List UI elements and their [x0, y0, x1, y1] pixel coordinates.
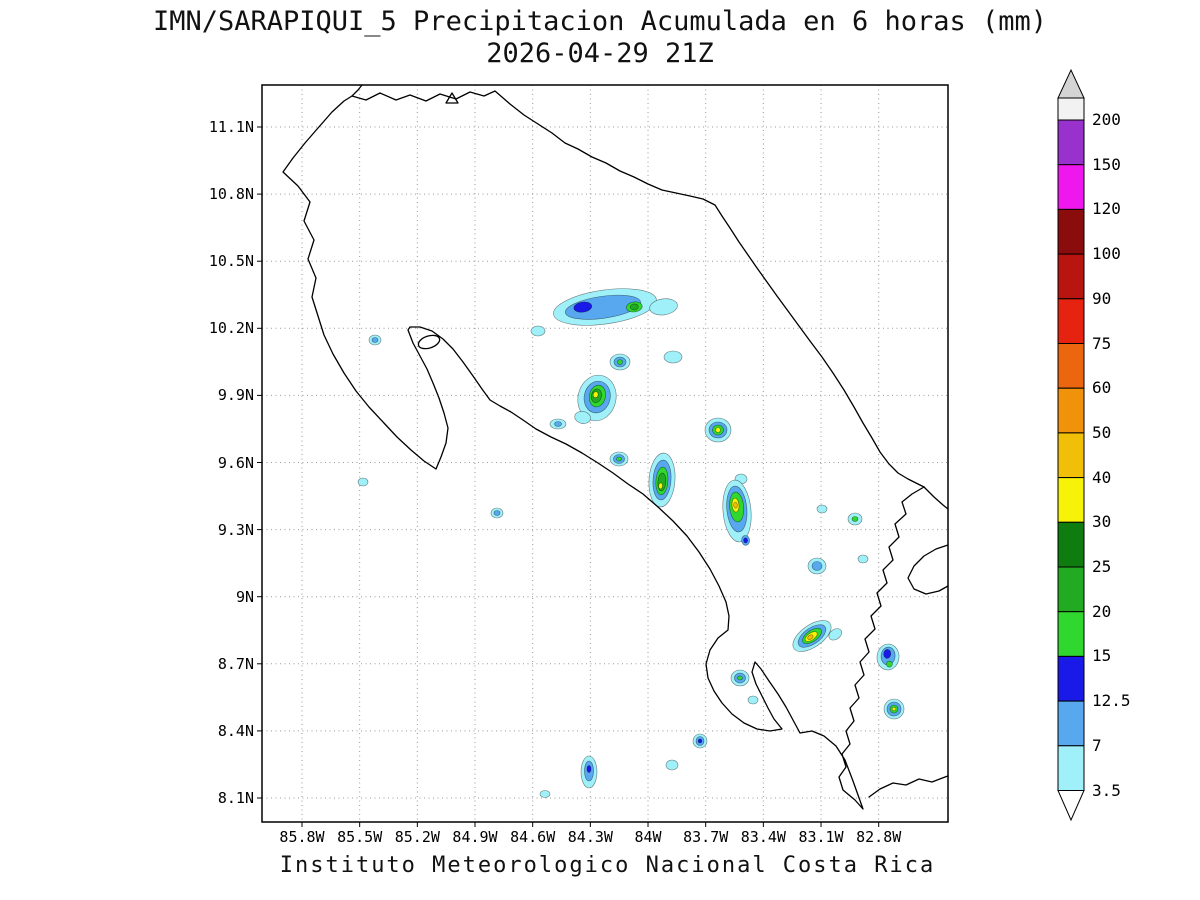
precip-cell: [368, 334, 382, 346]
precip-cell: [580, 755, 598, 789]
precip-contour: [663, 350, 683, 364]
precip-contour: [857, 554, 869, 564]
colorbar-segment: [1057, 97, 1085, 121]
colorbar-segment: [1057, 253, 1085, 300]
colorbar-segment: [1057, 521, 1085, 568]
colorbar-segment: [1057, 432, 1085, 479]
precip-cell: [730, 669, 750, 687]
panama-pacific-coastline: [868, 775, 949, 798]
precip-contour: [851, 516, 859, 522]
precip-cell: [663, 350, 683, 364]
colorbar-top-arrow: [1057, 68, 1085, 99]
colorbar-segment: [1057, 566, 1085, 613]
colorbar-segment: [1057, 387, 1085, 434]
precip-cell: [665, 759, 679, 771]
colorbar-segment: [1057, 477, 1085, 523]
precip-cell: [747, 695, 759, 705]
precip-cell: [530, 325, 546, 337]
precip-contour: [747, 695, 759, 705]
precip-contour: [807, 634, 814, 640]
panama-caribbean-coastline: [923, 486, 949, 510]
precip-contour: [828, 628, 842, 641]
precip-contour: [592, 391, 599, 398]
precip-cell: [648, 452, 676, 508]
precip-contour: [743, 537, 748, 544]
colorbar-segment: [1057, 119, 1085, 166]
precip-contour: [565, 294, 641, 320]
precip-cell: [609, 451, 629, 467]
colorbar-segment: [1057, 611, 1085, 657]
precip-contour: [886, 660, 893, 668]
triangle-marker: [445, 92, 459, 104]
nicaragua-coastline: [351, 84, 363, 97]
precip-cell: [883, 698, 905, 720]
precip-contour: [574, 411, 591, 424]
precipitation-shading-layer: [357, 288, 905, 798]
colorbar-segment: [1057, 164, 1085, 210]
precip-cell: [722, 479, 752, 546]
precip-contour: [715, 427, 721, 433]
precip-contour: [665, 759, 679, 771]
precip-contour: [530, 325, 546, 337]
precip-cell: [574, 374, 617, 424]
precip-contour: [616, 456, 622, 462]
precip-contour: [493, 510, 501, 516]
coastline-layer: [282, 84, 949, 810]
precip-contour: [554, 421, 562, 427]
precip-contour: [357, 477, 369, 487]
colorbar-segment: [1057, 700, 1085, 747]
colorbar-segment: [1057, 745, 1085, 791]
precip-contour: [649, 298, 678, 316]
precip-contour: [629, 303, 639, 311]
precip-cell: [792, 620, 842, 652]
precip-cell: [876, 643, 900, 671]
precip-contour: [697, 738, 703, 744]
precip-cell: [816, 504, 828, 514]
precip-cell: [807, 557, 827, 575]
colorbar-segment: [1057, 208, 1085, 255]
panama-lagoon-coastline: [907, 544, 949, 595]
plot-frame: [261, 84, 949, 823]
colorbar-bottom-arrow: [1057, 790, 1085, 822]
precip-contour: [737, 675, 743, 681]
precip-contour: [816, 504, 828, 514]
costa-rica-coastline: [282, 90, 925, 810]
precip-contour: [891, 706, 897, 712]
precip-contour: [883, 649, 892, 659]
precip-cell: [609, 353, 631, 371]
precip-contour: [733, 501, 738, 509]
precip-cell: [549, 418, 567, 430]
precip-contour: [573, 301, 593, 313]
grid-layer: [262, 85, 948, 822]
tick-layer: [257, 126, 880, 827]
precip-contour: [586, 765, 592, 773]
precip-contour: [371, 337, 379, 343]
precip-cell: [692, 733, 708, 749]
precip-cell: [490, 507, 504, 519]
precip-contour: [617, 359, 623, 365]
precip-cell: [553, 288, 678, 326]
colorbar: [1057, 68, 1085, 822]
precip-contour: [811, 561, 823, 571]
colorbar-segment: [1057, 298, 1085, 344]
isla-chira-outline: [417, 334, 441, 350]
precip-contour: [539, 790, 551, 798]
colorbar-segment: [1057, 343, 1085, 389]
precip-cell: [847, 512, 863, 526]
precip-cell: [857, 554, 869, 564]
precip-cell: [357, 477, 369, 487]
precip-cell: [704, 417, 732, 443]
precip-contour: [658, 482, 663, 490]
precip-cell: [539, 790, 551, 798]
colorbar-segment: [1057, 655, 1085, 702]
